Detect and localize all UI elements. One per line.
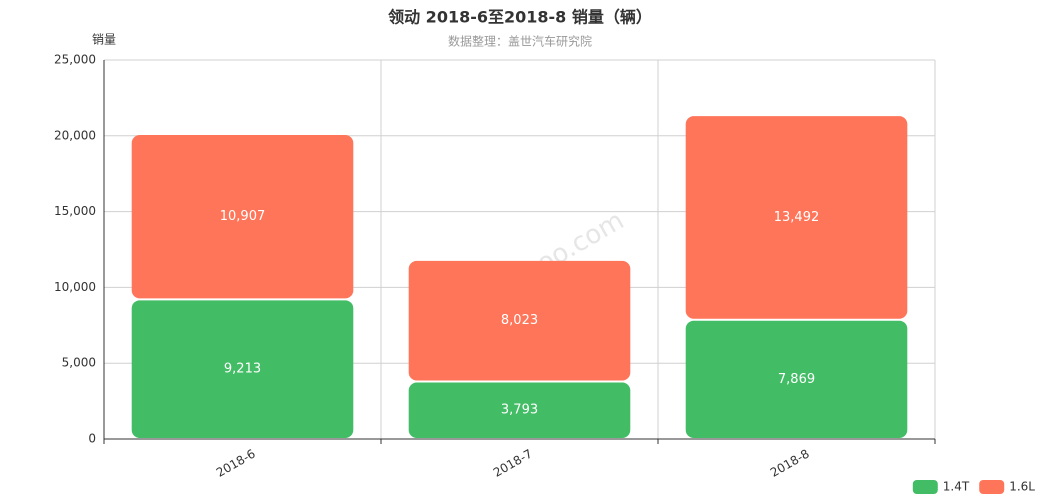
data-label: 7,869 [778, 372, 815, 387]
chart-subtitle: 数据整理：盖世汽车研究院 [448, 34, 592, 49]
y-tick-label: 10,000 [54, 280, 96, 294]
y-tick-label: 20,000 [54, 128, 96, 142]
bar-segment [685, 320, 908, 438]
data-label: 3,793 [501, 403, 538, 418]
x-tick-label: 2018-6 [214, 447, 258, 480]
y-tick-label: 15,000 [54, 204, 96, 218]
x-tick-label: 2018-8 [768, 447, 812, 480]
legend-label: 1.6L [1009, 480, 1035, 494]
bar-segment [685, 116, 908, 319]
y-tick-label: 25,000 [54, 53, 96, 67]
legend-swatch [912, 480, 938, 494]
data-label: 10,907 [220, 209, 266, 224]
x-tick-label: 2018-7 [491, 447, 535, 480]
chart-title: 领动 2018-6至2018-8 销量（辆） [388, 8, 652, 27]
y-axis-label: 销量 [92, 33, 116, 47]
data-label: 8,023 [501, 313, 538, 328]
bar-segment [408, 260, 631, 381]
bar-segment [131, 134, 354, 299]
y-tick-label: 5,000 [62, 356, 96, 370]
bar-segment [408, 382, 631, 438]
legend-swatch [979, 480, 1005, 494]
bar-segment [131, 300, 354, 438]
legend-label: 1.4T [943, 480, 970, 494]
y-tick-label: 0 [88, 432, 96, 446]
data-label: 9,213 [224, 362, 261, 377]
data-label: 13,492 [774, 210, 820, 225]
